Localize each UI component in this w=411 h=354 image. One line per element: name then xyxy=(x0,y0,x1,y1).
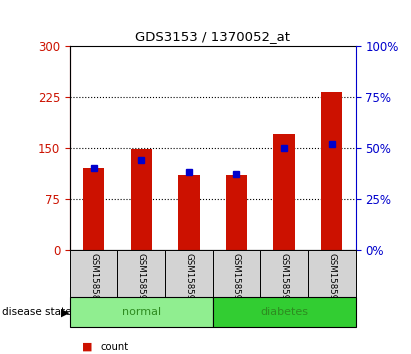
Bar xyxy=(118,250,165,297)
Text: count: count xyxy=(101,342,129,352)
Bar xyxy=(83,168,104,250)
Text: GSM158593: GSM158593 xyxy=(232,253,241,306)
Title: GDS3153 / 1370052_at: GDS3153 / 1370052_at xyxy=(135,30,290,44)
Text: diabetes: diabetes xyxy=(260,307,308,318)
Bar xyxy=(70,250,118,297)
Text: ■: ■ xyxy=(82,342,93,352)
Text: GSM158589: GSM158589 xyxy=(89,253,98,306)
Text: GSM158590: GSM158590 xyxy=(137,253,146,306)
Bar xyxy=(321,92,342,250)
Bar xyxy=(213,297,356,327)
Bar xyxy=(273,134,295,250)
Text: normal: normal xyxy=(122,307,161,318)
Bar xyxy=(131,149,152,250)
Bar xyxy=(70,297,213,327)
Bar xyxy=(178,175,200,250)
Text: disease state: disease state xyxy=(2,307,72,318)
Text: ▶: ▶ xyxy=(61,307,69,318)
Bar xyxy=(260,250,308,297)
Text: GSM158591: GSM158591 xyxy=(185,253,194,306)
Bar xyxy=(226,175,247,250)
Bar xyxy=(165,250,213,297)
Bar xyxy=(308,250,356,297)
Text: GSM158595: GSM158595 xyxy=(327,253,336,306)
Bar xyxy=(213,250,260,297)
Text: GSM158594: GSM158594 xyxy=(279,253,289,306)
